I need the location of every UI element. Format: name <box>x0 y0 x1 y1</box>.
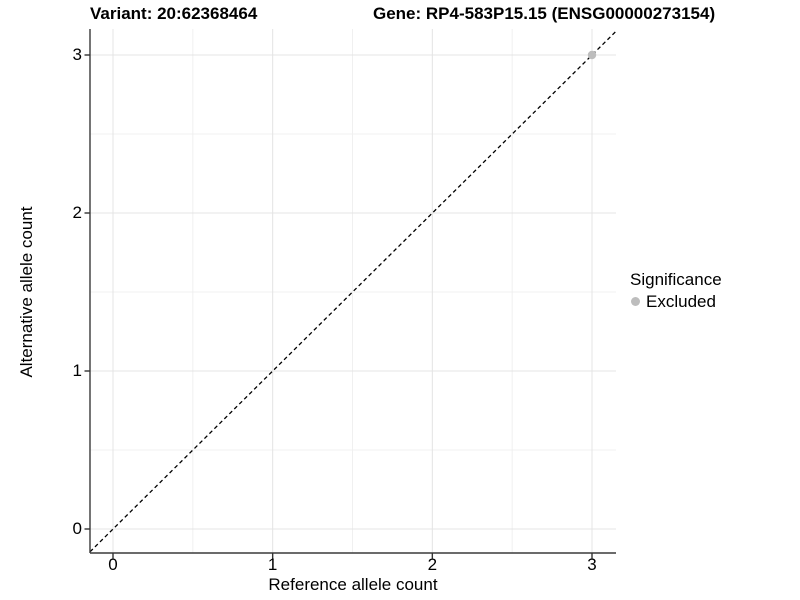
y-axis-title: Alternative allele count <box>17 206 36 378</box>
data-point <box>587 50 597 60</box>
x-tick-label: 1 <box>267 555 278 574</box>
variant-title: Variant: 20:62368464 <box>90 4 258 23</box>
y-tick-label: 2 <box>72 203 82 222</box>
legend-marker-circle-icon <box>631 297 640 306</box>
x-tick-label: 2 <box>427 555 438 574</box>
y-tick-label: 3 <box>72 45 82 64</box>
legend-title: Significance <box>630 270 722 289</box>
x-tick-label: 0 <box>108 555 118 574</box>
identity-reference-line <box>89 30 617 553</box>
gene-title: Gene: RP4-583P15.15 (ENSG00000273154) <box>373 4 716 23</box>
legend: Significance Excluded <box>630 270 722 311</box>
legend-item-excluded: Excluded <box>630 292 722 311</box>
legend-item-label: Excluded <box>646 292 716 311</box>
y-tick-label: 0 <box>72 519 82 538</box>
y-tick-label: 1 <box>72 361 82 380</box>
x-tick-label: 3 <box>587 555 597 574</box>
x-axis-title: Reference allele count <box>268 575 438 594</box>
